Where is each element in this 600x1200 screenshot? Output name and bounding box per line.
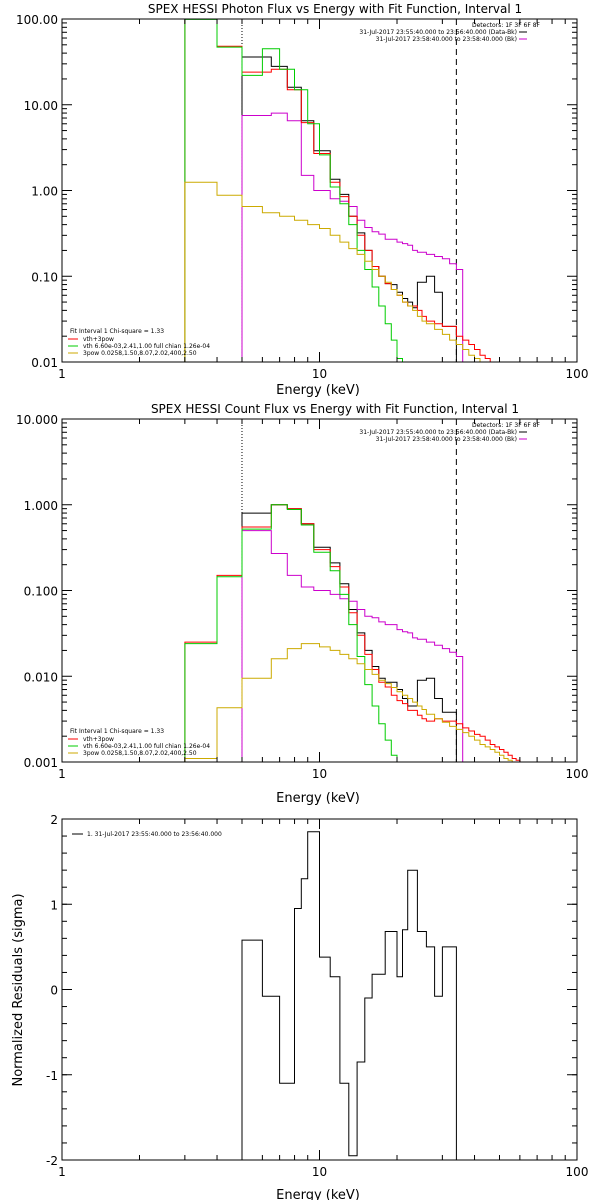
count-y-tick-label: 10.000 — [16, 413, 58, 427]
photon-series-1 — [241, 112, 464, 362]
photon-y-tick-label: 1.00 — [31, 185, 58, 199]
photon-series-4 — [184, 181, 486, 363]
count-bk-interval-text: 31-Jul-2017 23:58:40.000 to 23:58:40.000… — [376, 436, 517, 443]
residuals-y-tick-label: 2 — [50, 813, 58, 827]
residuals-y-tick-label: -2 — [46, 1154, 58, 1168]
count-y-tick-label: 0.001 — [24, 756, 58, 770]
residuals-panel: 1 10 100 -2 -1 0 1 2 Energy (keV) Normalized Re… — [11, 813, 588, 1200]
photon-legend: Fit Interval 1 Chi-square = 1.33 vth+3po… — [68, 328, 210, 357]
count-x-tick-label: 1 — [58, 767, 66, 781]
count-series-1 — [241, 530, 464, 762]
count-series-4 — [184, 643, 517, 763]
photon-x-tick-label: 100 — [566, 367, 589, 381]
photon-legend-entry-2: 3pow 0.0258,1.50,8.07,2.02,400,2.50 — [83, 350, 197, 357]
count-x-tick-label: 100 — [566, 767, 589, 781]
count-chart-title: SPEX HESSI Count Flux vs Energy with Fit… — [151, 402, 519, 416]
residuals-legend-text: 1. 31-Jul-2017 23:55:40.000 to 23:56:40.… — [87, 831, 222, 838]
count-legend-entry-2: 3pow 0.0258,1.50,8.07,2.02,400,2.50 — [83, 750, 197, 757]
count-series-2 — [184, 504, 521, 762]
count-data-interval-text: 31-Jul-2017 23:55:40.000 to 23:56:40.000… — [359, 429, 517, 436]
count-legend-entry-1: vth 6.60e-03,2.41,1.00 full chian 1.26e-… — [83, 743, 210, 750]
count-detectors-text: Detectors: 1F 3F 6F 8F — [472, 422, 541, 429]
count-y-tick-label: 0.100 — [24, 585, 58, 599]
photon-bk-interval-text: 31-Jul-2017 23:58:40.000 to 23:58:40.000… — [376, 36, 517, 43]
photon-y-tick-label: 0.10 — [31, 270, 58, 284]
residuals-series-0 — [241, 831, 457, 1160]
photon-flux-panel: SPEX HESSI Photon Flux vs Energy with Fi… — [16, 2, 588, 398]
residuals-x-tick-label: 10 — [312, 1165, 327, 1179]
count-series-3 — [184, 504, 403, 763]
photon-series-2 — [184, 18, 491, 362]
photon-data-interval-text: 31-Jul-2017 23:55:40.000 to 23:56:40.000… — [359, 29, 517, 36]
count-legend: Fit Interval 1 Chi-square = 1.33 vth+3po… — [68, 728, 210, 757]
count-flux-panel: SPEX HESSI Count Flux vs Energy with Fit… — [16, 402, 588, 806]
photon-legend-title: Fit Interval 1 Chi-square = 1.33 — [70, 328, 164, 335]
photon-legend-entry-1: vth 6.60e-03,2.41,1.00 full chian 1.26e-… — [83, 343, 210, 350]
residuals-y-axis-label: Normalized Residuals (sigma) — [11, 893, 26, 1086]
photon-series-3 — [184, 18, 403, 362]
residuals-x-axis-label: Energy (keV) — [276, 1188, 360, 1200]
photon-detectors-text: Detectors: 1F 3F 6F 8F — [472, 22, 541, 29]
residuals-x-tick-label: 1 — [58, 1165, 66, 1179]
count-legend-title: Fit Interval 1 Chi-square = 1.33 — [70, 728, 164, 735]
count-legend-entry-0: vth+3pow — [83, 736, 114, 743]
count-x-axis-label: Energy (keV) — [276, 791, 360, 806]
count-x-tick-label: 10 — [312, 767, 327, 781]
photon-x-tick-label: 1 — [58, 367, 66, 381]
count-y-tick-label: 1.000 — [24, 499, 58, 513]
photon-y-tick-label: 10.00 — [24, 99, 58, 113]
residuals-y-tick-label: 1 — [50, 898, 58, 912]
photon-x-axis-label: Energy (keV) — [276, 383, 360, 398]
photon-legend-entry-0: vth+3pow — [83, 336, 114, 343]
count-series-0 — [241, 504, 457, 762]
residuals-y-tick-label: 0 — [50, 984, 58, 998]
photon-chart-title: SPEX HESSI Photon Flux vs Energy with Fi… — [148, 2, 522, 16]
residuals-x-tick-label: 100 — [566, 1165, 589, 1179]
count-y-tick-label: 0.010 — [24, 670, 58, 684]
photon-y-tick-label: 100.00 — [16, 13, 58, 27]
photon-y-tick-label: 0.01 — [31, 356, 58, 370]
residuals-y-tick-label: -1 — [46, 1069, 58, 1083]
photon-x-tick-label: 10 — [312, 367, 327, 381]
